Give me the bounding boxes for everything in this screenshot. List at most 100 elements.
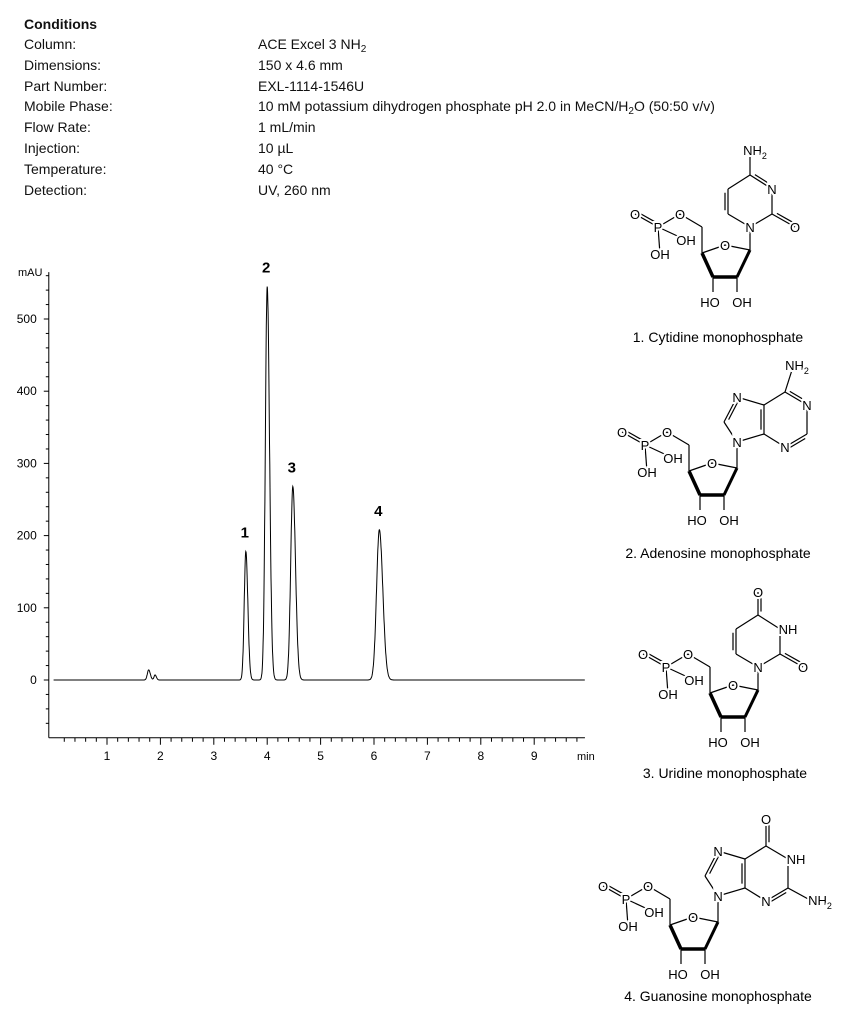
bond <box>724 244 751 251</box>
atom-label: O <box>790 220 800 235</box>
bond <box>763 391 786 406</box>
bond <box>704 875 719 897</box>
condition-label: Flow Rate: <box>24 119 91 136</box>
atom-label: OH <box>650 247 670 262</box>
bond <box>703 921 720 950</box>
condition-row: Mobile Phase: 10 mM potassium dihydrogen… <box>24 96 715 117</box>
bond <box>602 885 627 900</box>
bond <box>679 213 703 228</box>
y-tick-label: 100 <box>17 601 37 615</box>
condition-value: 10 mM potassium dihydrogen phosphate pH … <box>258 98 715 118</box>
bond <box>647 885 671 900</box>
condition-value: 150 x 4.6 mm <box>258 56 343 73</box>
atom-label: O <box>728 678 738 693</box>
condition-label: Mobile Phase: <box>24 98 113 115</box>
bond <box>639 212 657 223</box>
atom-label: HO <box>668 967 688 982</box>
atom-label: P <box>622 892 631 907</box>
bond <box>642 653 667 668</box>
bond <box>749 213 773 228</box>
bond <box>784 369 793 393</box>
y-tick-label: 0 <box>30 673 37 687</box>
condition-value: UV, 260 nm <box>258 181 331 198</box>
x-tick-label: 4 <box>264 749 271 763</box>
bond <box>744 887 767 902</box>
bond <box>665 666 695 681</box>
atom-label: O <box>675 207 685 222</box>
bond <box>763 433 786 448</box>
y-tick-label: 500 <box>17 312 37 326</box>
peak-label: 4 <box>374 503 383 520</box>
bond <box>717 850 746 860</box>
atom-label: HO <box>687 513 707 528</box>
bond <box>657 213 681 228</box>
condition-label: Column: <box>24 36 77 52</box>
bond <box>736 396 765 406</box>
atom-label: NH <box>779 622 798 637</box>
atom-label: P <box>654 220 663 235</box>
atom-label: O <box>683 647 693 662</box>
bond <box>626 430 644 441</box>
atom-label: HO <box>700 295 720 310</box>
condition-value: 10 µL <box>258 139 294 156</box>
bond <box>701 244 726 254</box>
condition-value: ACE Excel 3 NH2 <box>258 36 367 55</box>
compound-caption: 2. Adenosine monophosphate <box>625 545 810 561</box>
bond <box>776 212 794 223</box>
condition-label: Detection: <box>24 181 88 198</box>
bond <box>789 390 806 401</box>
atom-label: HO <box>708 735 728 750</box>
bond <box>644 444 674 459</box>
bond <box>644 444 648 473</box>
bond <box>644 431 668 446</box>
atom-label: N <box>713 844 722 859</box>
bond <box>722 467 739 496</box>
y-tick-label: 400 <box>17 384 37 398</box>
atom-label: N <box>732 435 741 450</box>
bond <box>700 252 715 278</box>
base-cytosine: N O N NH2 <box>724 141 802 237</box>
y-axis-label: mAU <box>18 267 43 279</box>
bond <box>625 885 649 900</box>
atom-label: OH <box>732 295 752 310</box>
condition-label: Temperature: <box>24 160 107 177</box>
condition-value: EXL-1114-1546U <box>258 77 365 94</box>
x-tick-label: 7 <box>424 749 431 763</box>
atom-label: O <box>720 238 730 253</box>
bond <box>735 249 752 278</box>
atom-label: N <box>780 440 789 455</box>
atom-label: O <box>630 207 640 222</box>
atom-label: OH <box>700 967 720 982</box>
base-guanine: N N N O NH NH2 <box>704 810 834 913</box>
bond <box>708 692 723 718</box>
atom-label: N <box>767 182 776 197</box>
x-tick-label: 9 <box>531 749 538 763</box>
condition-row: Part Number: EXL-1114-1546U <box>24 76 364 97</box>
bond <box>665 653 689 668</box>
bond <box>754 174 771 185</box>
atom-label: OH <box>676 233 696 248</box>
atom-label: O <box>617 425 627 440</box>
atom-label: OH <box>658 687 678 702</box>
atom-label: OH <box>618 919 638 934</box>
bond <box>723 421 738 443</box>
atom-label: P <box>662 660 671 675</box>
atom-label: N <box>713 889 722 904</box>
bond <box>634 213 659 228</box>
atom-label: O <box>753 585 763 600</box>
compound-caption: 4. Guanosine monophosphate <box>624 988 812 1004</box>
bond <box>665 666 669 695</box>
bond <box>621 431 646 446</box>
conditions-title: Conditions <box>24 16 98 32</box>
condition-row: Temperature: 40 °C <box>24 159 293 180</box>
compound-caption: 3. Uridine monophosphate <box>643 765 807 781</box>
atom-label: O <box>643 879 653 894</box>
atom-label: NH2 <box>743 143 767 161</box>
condition-label: Injection: <box>24 139 81 156</box>
x-tick-label: 1 <box>104 749 111 763</box>
atom-label: NH2 <box>808 893 832 911</box>
